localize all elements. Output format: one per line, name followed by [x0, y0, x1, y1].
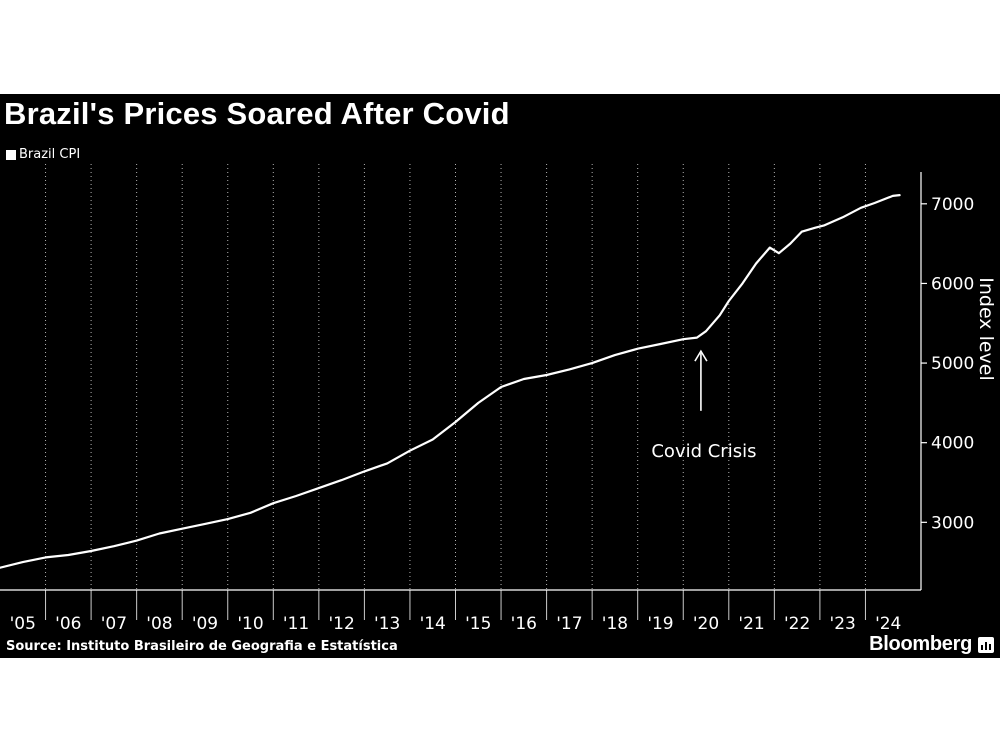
x-tick-label: '21 [738, 614, 764, 634]
chart-title: Brazil's Prices Soared After Covid [4, 96, 510, 131]
y-axis-title: Index level [975, 277, 997, 381]
x-tick-label: '07 [101, 614, 127, 634]
x-tick-label: '19 [647, 614, 673, 634]
x-tick-label: '12 [328, 614, 354, 634]
x-tick-label: '06 [55, 614, 81, 634]
chart-panel: Brazil's Prices Soared After Covid Brazi… [0, 94, 1000, 658]
y-tick-label: 6000 [931, 274, 974, 294]
bloomberg-terminal-icon [978, 636, 994, 653]
brand-name: Bloomberg [869, 633, 972, 655]
y-tick-label: 3000 [931, 513, 974, 533]
line-chart: '05 '06 '07 '08 '09 '10 '11 '12 '13 '14 '15 '16 '17 '… [0, 164, 997, 634]
x-tick-label: '18 [602, 614, 628, 634]
x-tick-label: '11 [283, 614, 309, 634]
x-tick-label: '13 [374, 614, 400, 634]
x-tick-label: '16 [511, 614, 537, 634]
x-tick-label: '10 [237, 614, 263, 634]
legend-label: Brazil CPI [19, 147, 81, 162]
x-tick-label: '15 [465, 614, 491, 634]
source-note: Source: Instituto Brasileiro de Geografi… [6, 639, 398, 654]
x-tick-label: '09 [192, 614, 218, 634]
x-tick-label: '23 [830, 614, 856, 634]
x-tick-label: '20 [693, 614, 719, 634]
x-tick-label: '22 [784, 614, 810, 634]
x-tick-label: '08 [146, 614, 172, 634]
y-tick-label: 4000 [931, 434, 974, 454]
annotation-arrowhead [694, 349, 708, 362]
bloomberg-logo: Bloomberg [869, 633, 994, 656]
legend-swatch [6, 149, 16, 160]
x-tick-label: '14 [420, 614, 446, 634]
annotation-label: Covid Crisis [651, 441, 756, 462]
y-tick-label: 5000 [931, 354, 974, 374]
x-tick-label: '05 [10, 614, 36, 634]
x-tick-label: '17 [556, 614, 582, 634]
y-tick-label: 7000 [931, 195, 974, 215]
legend: Brazil CPI [6, 147, 80, 162]
series-line-brazil-cpi [0, 194, 901, 569]
x-tick-label: '24 [875, 614, 901, 634]
